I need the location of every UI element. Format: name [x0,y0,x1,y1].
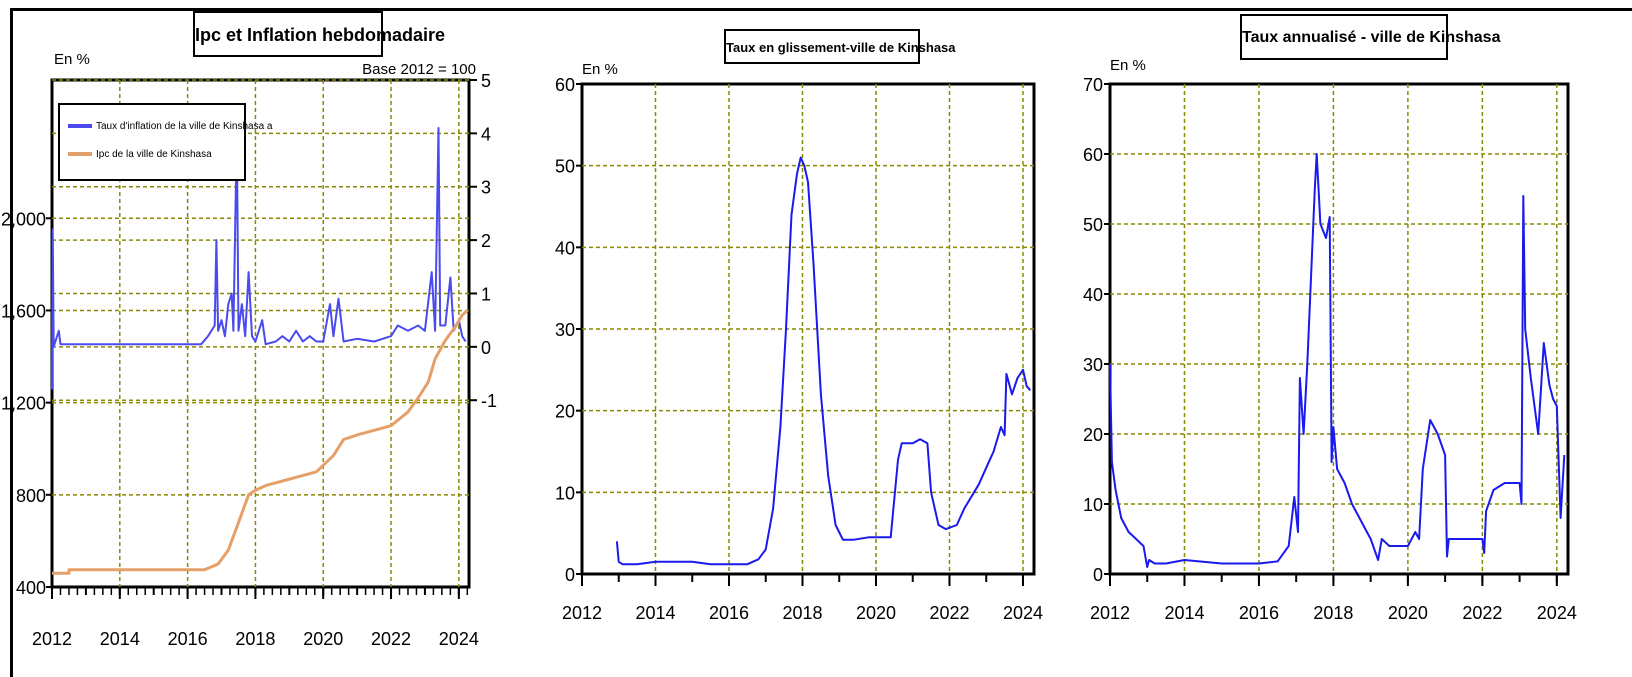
chart3-ytick-label: 20 [1083,425,1103,445]
chart3-series-1-line [1109,153,1566,568]
chart1-ytick-label: 2,000 [1,209,46,229]
chart3-xtick-label: 2012 [1090,603,1130,623]
chart2-unit-label: En % [582,61,618,78]
chart1-right-ytick-label: 4 [481,124,491,144]
chart3-xtick-label: 2014 [1164,603,1204,623]
chart1-right-ytick-label: 5 [481,71,491,91]
chart1-ytick-label: 400 [16,578,46,598]
chart2-series-1-line [615,156,1032,566]
chart1-right-ytick-label: 1 [481,284,491,304]
chart3-xtick-label: 2022 [1462,603,1502,623]
legend-swatch-inflation [68,124,92,129]
legend-label-ipc: Ipc de la ville de Kinshasa [96,149,212,160]
chart1-xtick-label: 2016 [168,629,208,649]
legend-item-inflation: Taux d'inflation de la ville de Kinshasa… [68,121,272,132]
chart3-unit-label: En % [1110,57,1146,74]
chart2-ytick-label: 10 [555,483,575,503]
chart3-xtick-label: 2018 [1313,603,1353,623]
chart2-xtick-label: 2022 [929,603,969,623]
chart3-xtick-label: 2016 [1239,603,1279,623]
chart1-legend: Taux d'inflation de la ville de Kinshasa… [58,103,272,181]
chart3-plot-area [1108,82,1570,576]
chart1-ytick-label: 1,600 [1,301,46,321]
chart2-xtick-label: 2016 [709,603,749,623]
chart3-ytick-label: 0 [1093,565,1103,585]
chart2-xtick-label: 2014 [635,603,675,623]
chart1-xtick-label: 2014 [100,629,140,649]
chart2-xtick-label: 2020 [856,603,896,623]
chart3-ytick-label: 10 [1083,495,1103,515]
chart2-ytick-label: 20 [555,402,575,422]
chart2-xtick-label: 2012 [562,603,602,623]
chart1-xtick-label: 2020 [303,629,343,649]
chart3-ytick-label: 50 [1083,215,1103,235]
chart1-title: Ipc et Inflation hebdomadaire [193,11,445,57]
chart1-xtick-label: 2018 [235,629,275,649]
chart1-xtick-label: 2012 [32,629,72,649]
figure-frame [10,8,1632,677]
chart2-ytick-label: 50 [555,157,575,177]
chart1-base-note: Base 2012 = 100 [362,61,476,78]
chart1-right-ytick-label: 3 [481,178,491,198]
chart1-xtick-label: 2024 [439,629,479,649]
chart3-xtick-label: 2024 [1537,603,1577,623]
chart3-xtick-label: 2020 [1388,603,1428,623]
chart2-ytick-label: 30 [555,320,575,340]
chart3-ytick-label: 70 [1083,75,1103,95]
chart1-series-2-line [52,309,469,575]
chart1-right-ytick-label: 2 [481,231,491,251]
chart3-ytick-label: 40 [1083,285,1103,305]
chart1-series-1-line [51,127,467,390]
chart1-right-ytick-label: 0 [481,338,491,358]
chart3-ytick-label: 60 [1083,145,1103,165]
legend-item-ipc: Ipc de la ville de Kinshasa [68,149,212,160]
chart2-xtick-label: 2024 [1003,603,1043,623]
chart2-title: Taux en glissement-ville de Kinshasa [724,29,956,64]
legend-label-inflation: Taux d'inflation de la ville de Kinshasa… [96,121,273,132]
chart2-ytick-label: 60 [555,75,575,95]
chart1-ytick-label: 1,200 [1,394,46,414]
chart1-right-ytick-label: -1 [481,391,497,411]
chart2-ytick-label: 0 [565,565,575,585]
chart1-ytick-label: 800 [16,486,46,506]
chart3-title: Taux annualisé - ville de Kinshasa [1240,14,1500,60]
chart2-xtick-label: 2018 [782,603,822,623]
legend-swatch-ipc [68,152,92,157]
chart1-unit-label: En % [54,51,90,68]
chart1-xtick-label: 2022 [371,629,411,649]
chart2-ytick-label: 40 [555,238,575,258]
chart3-ytick-label: 30 [1083,355,1103,375]
